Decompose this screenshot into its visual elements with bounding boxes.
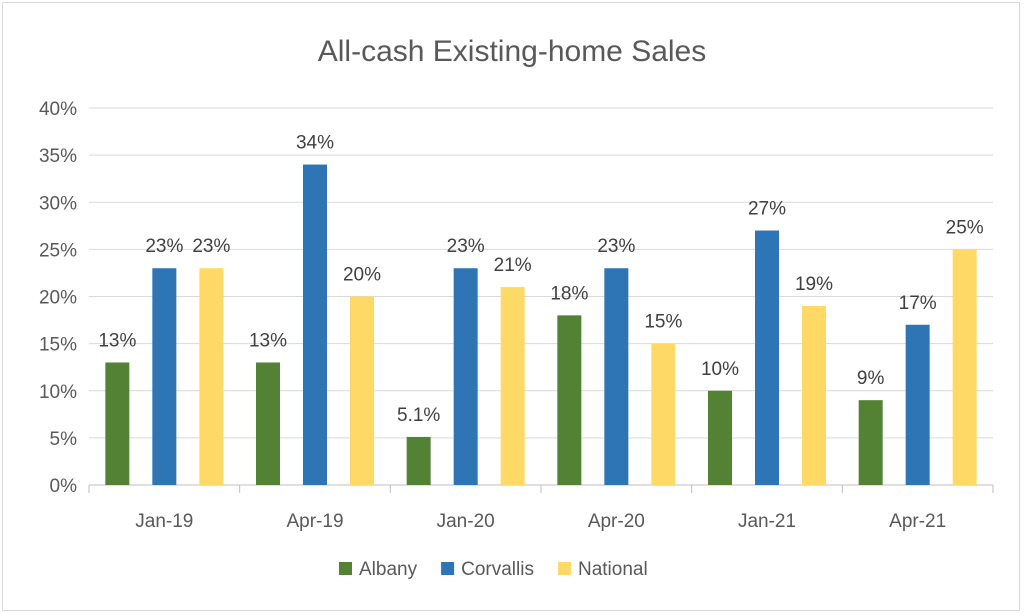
data-label: 34% xyxy=(296,133,334,154)
data-labels: 13% 13% 5.1% 18% 10% 9% 23% 34% 23% 23% 27% 17% 23% 2… xyxy=(98,133,983,426)
x-tick-label: Apr-21 xyxy=(889,511,946,532)
bar-chart: All-cash Existing-home Sales 0% 5% 10% 15% 2… xyxy=(39,35,994,580)
bar-corvallis-jan-20 xyxy=(453,268,478,485)
y-tick-label: 15% xyxy=(39,335,77,356)
data-label: 23% xyxy=(145,236,183,257)
y-tick-label: 30% xyxy=(39,193,77,214)
legend-label-national: National xyxy=(578,559,648,580)
y-tick-label: 20% xyxy=(39,288,77,309)
data-label: 23% xyxy=(192,236,230,257)
data-label: 27% xyxy=(748,199,786,220)
bar-albany-apr-19 xyxy=(256,362,280,485)
x-tick-label: Jan-19 xyxy=(135,511,193,532)
x-tick-label: Jan-21 xyxy=(738,511,796,532)
bar-corvallis-jan-19 xyxy=(152,268,177,485)
bar-albany-jan-20 xyxy=(406,436,431,485)
bar-albany-apr-21 xyxy=(858,400,883,485)
y-tick-label: 25% xyxy=(39,240,77,261)
x-tick-label: Jan-20 xyxy=(437,511,495,532)
bars xyxy=(105,164,977,486)
data-label: 20% xyxy=(343,265,381,286)
bar-albany-jan-21 xyxy=(708,390,732,485)
legend-label-albany: Albany xyxy=(359,559,418,580)
bar-national-apr-19 xyxy=(350,296,374,485)
data-label: 13% xyxy=(249,330,287,351)
y-axis: 0% 5% 10% 15% 20% 25% 30% 35% 40% xyxy=(39,99,77,497)
data-label: 10% xyxy=(701,359,739,380)
data-label: 23% xyxy=(597,236,635,257)
gridlines xyxy=(89,107,993,486)
x-tick-label: Apr-20 xyxy=(588,511,645,532)
x-axis: Jan-19 Apr-19 Jan-20 Apr-20 Jan-21 Apr-21 xyxy=(88,485,994,532)
legend-swatch-albany xyxy=(339,562,352,575)
y-tick-label: 10% xyxy=(39,382,77,403)
data-label: 25% xyxy=(946,217,984,238)
y-tick-label: 35% xyxy=(39,146,77,167)
bar-national-jan-20 xyxy=(500,287,525,485)
y-tick-label: 0% xyxy=(50,476,78,497)
data-label: 9% xyxy=(857,368,885,389)
bar-corvallis-jan-21 xyxy=(755,230,779,485)
bar-corvallis-apr-21 xyxy=(905,324,930,485)
data-label: 18% xyxy=(550,283,588,304)
legend: Albany Corvallis National xyxy=(339,559,648,580)
legend-label-corvallis: Corvallis xyxy=(461,559,534,580)
bar-albany-apr-20 xyxy=(557,315,582,485)
data-label: 15% xyxy=(644,312,682,333)
legend-swatch-corvallis xyxy=(441,562,455,575)
data-label: 5.1% xyxy=(397,405,440,426)
data-label: 13% xyxy=(98,330,136,351)
bar-corvallis-apr-19 xyxy=(303,164,327,486)
bar-national-jan-19 xyxy=(199,268,224,485)
chart-title: All-cash Existing-home Sales xyxy=(318,35,707,68)
bar-albany-jan-19 xyxy=(105,362,130,485)
bar-national-jan-21 xyxy=(802,305,826,485)
data-label: 21% xyxy=(494,255,532,276)
legend-swatch-national xyxy=(557,562,571,575)
data-label: 23% xyxy=(447,236,485,257)
data-label: 17% xyxy=(899,293,937,314)
data-label: 19% xyxy=(795,274,833,295)
bar-national-apr-21 xyxy=(952,249,977,485)
y-tick-label: 40% xyxy=(39,99,77,120)
y-tick-label: 5% xyxy=(50,429,78,450)
bar-national-apr-20 xyxy=(651,343,676,485)
x-tick-label: Apr-19 xyxy=(286,511,343,532)
bar-corvallis-apr-20 xyxy=(604,268,629,485)
